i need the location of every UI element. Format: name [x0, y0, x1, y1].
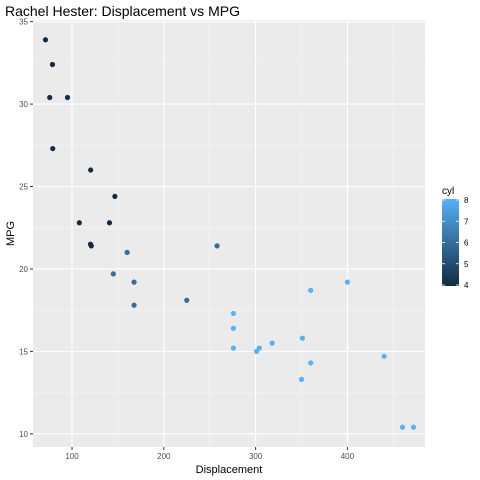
y-tick-label: 10 — [19, 430, 28, 439]
data-point — [112, 193, 118, 200]
y-tick-label: 25 — [19, 183, 28, 192]
legend-ticks: 4 5 6 7 8 — [442, 196, 469, 290]
data-point — [131, 279, 137, 285]
data-point — [399, 424, 406, 430]
color-legend: cyl 4 5 6 7 8 — [442, 186, 469, 290]
y-axis-ticks: 10 15 20 25 30 35 — [19, 18, 33, 439]
data-point — [76, 220, 82, 226]
y-axis-label: MPG — [5, 221, 17, 246]
y-tick-label: 20 — [19, 265, 28, 274]
data-point — [50, 145, 56, 152]
data-point — [308, 287, 314, 293]
legend-tick-label: 4 — [464, 281, 469, 290]
major-gridlines — [33, 20, 425, 447]
data-point — [88, 167, 94, 173]
data-point — [106, 220, 113, 226]
data-point — [230, 310, 237, 317]
plot-panel — [33, 20, 425, 447]
data-point — [308, 360, 314, 366]
x-tick-label: 100 — [65, 452, 79, 461]
legend-tick-label: 7 — [464, 217, 469, 226]
data-point — [124, 249, 130, 256]
x-tick-label: 400 — [341, 452, 355, 461]
x-tick-label: 300 — [249, 452, 263, 461]
data-point — [88, 243, 94, 249]
x-axis-ticks: 100 200 300 400 — [65, 447, 355, 461]
data-point — [47, 94, 53, 101]
data-point — [344, 279, 351, 285]
minor-gridlines — [33, 20, 425, 447]
data-point — [49, 61, 56, 68]
y-tick-label: 35 — [19, 18, 28, 27]
data-point — [64, 94, 71, 101]
legend-tick-label: 6 — [464, 239, 469, 248]
y-tick-label: 15 — [19, 347, 28, 356]
x-tick-label: 200 — [157, 452, 171, 461]
data-point — [230, 345, 237, 351]
data-point — [410, 424, 417, 430]
data-points — [42, 37, 417, 430]
data-point — [381, 353, 387, 359]
data-point — [131, 302, 137, 308]
data-point — [299, 335, 306, 341]
x-axis-label: Displacement — [196, 464, 263, 476]
data-point — [298, 376, 305, 383]
data-point — [253, 348, 260, 354]
data-point — [42, 37, 49, 43]
legend-title: cyl — [442, 186, 454, 197]
legend-tick-label: 8 — [464, 196, 469, 205]
data-point — [230, 325, 237, 331]
data-point — [184, 297, 190, 303]
legend-tick-label: 5 — [464, 260, 469, 269]
data-point — [269, 340, 275, 346]
legend-colorbar — [442, 199, 459, 286]
data-point — [214, 243, 220, 249]
y-tick-label: 30 — [19, 100, 28, 109]
data-point — [110, 271, 116, 277]
chart-title: Rachel Hester: Displacement vs MPG — [5, 3, 240, 19]
